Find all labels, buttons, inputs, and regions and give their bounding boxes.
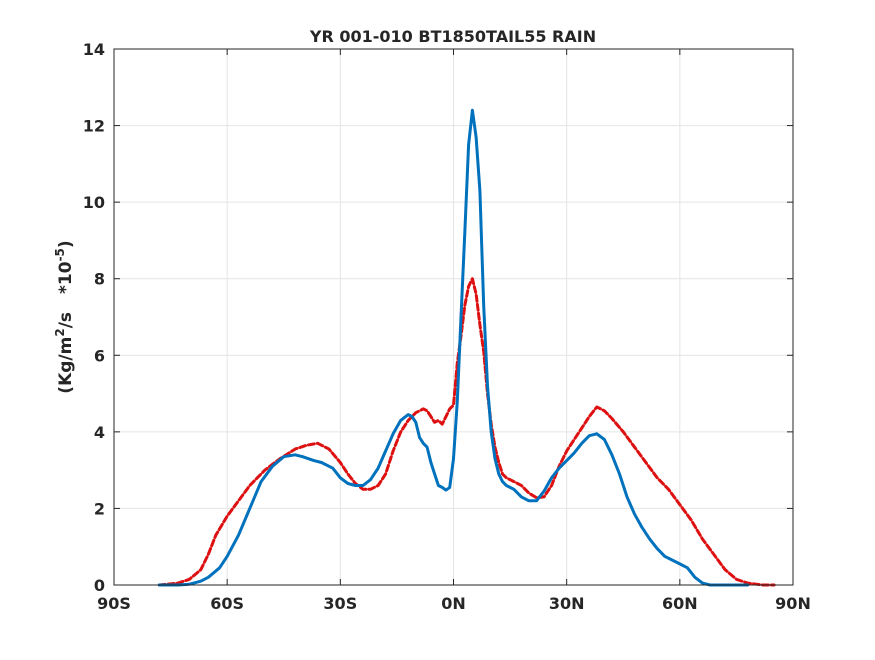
x-tick-label: 30N [549,594,585,613]
y-tick-label: 8 [94,270,105,289]
y-axis-scale-exp: -5 [53,248,67,261]
chart-title: YR 001-010 BT1850TAIL55 RAIN [309,27,596,46]
y-tick-label: 14 [83,40,105,59]
plot-area-frame [113,48,794,586]
y-axis-unit-prefix: (Kg/m [56,337,76,394]
x-tick-label: 90S [97,594,131,613]
y-tick-label: 12 [83,117,105,136]
x-tick-label: 90N [775,594,811,613]
series-line-solid-blue [157,108,750,587]
x-tick-label: 60S [210,594,244,613]
y-axis-unit-exp: 2 [53,328,67,336]
y-tick-label: 10 [83,193,105,212]
y-tick-label: 0 [94,576,105,595]
y-tick-label: 2 [94,499,105,518]
y-tick-label: 6 [94,346,105,365]
y-tick-label: 4 [94,423,105,442]
y-axis-unit-suffix: /s [56,312,76,328]
x-tick-label: 60N [662,594,698,613]
y-axis-scale-suffix: ) [56,240,76,248]
x-tick-label: 30S [323,594,357,613]
series-line-dashed-red [157,277,776,587]
x-tick-label: 0N [441,594,466,613]
y-axis-scale-prefix: *10 [56,261,76,294]
y-axis-label: (Kg/m2/s *10-5) [53,240,76,393]
